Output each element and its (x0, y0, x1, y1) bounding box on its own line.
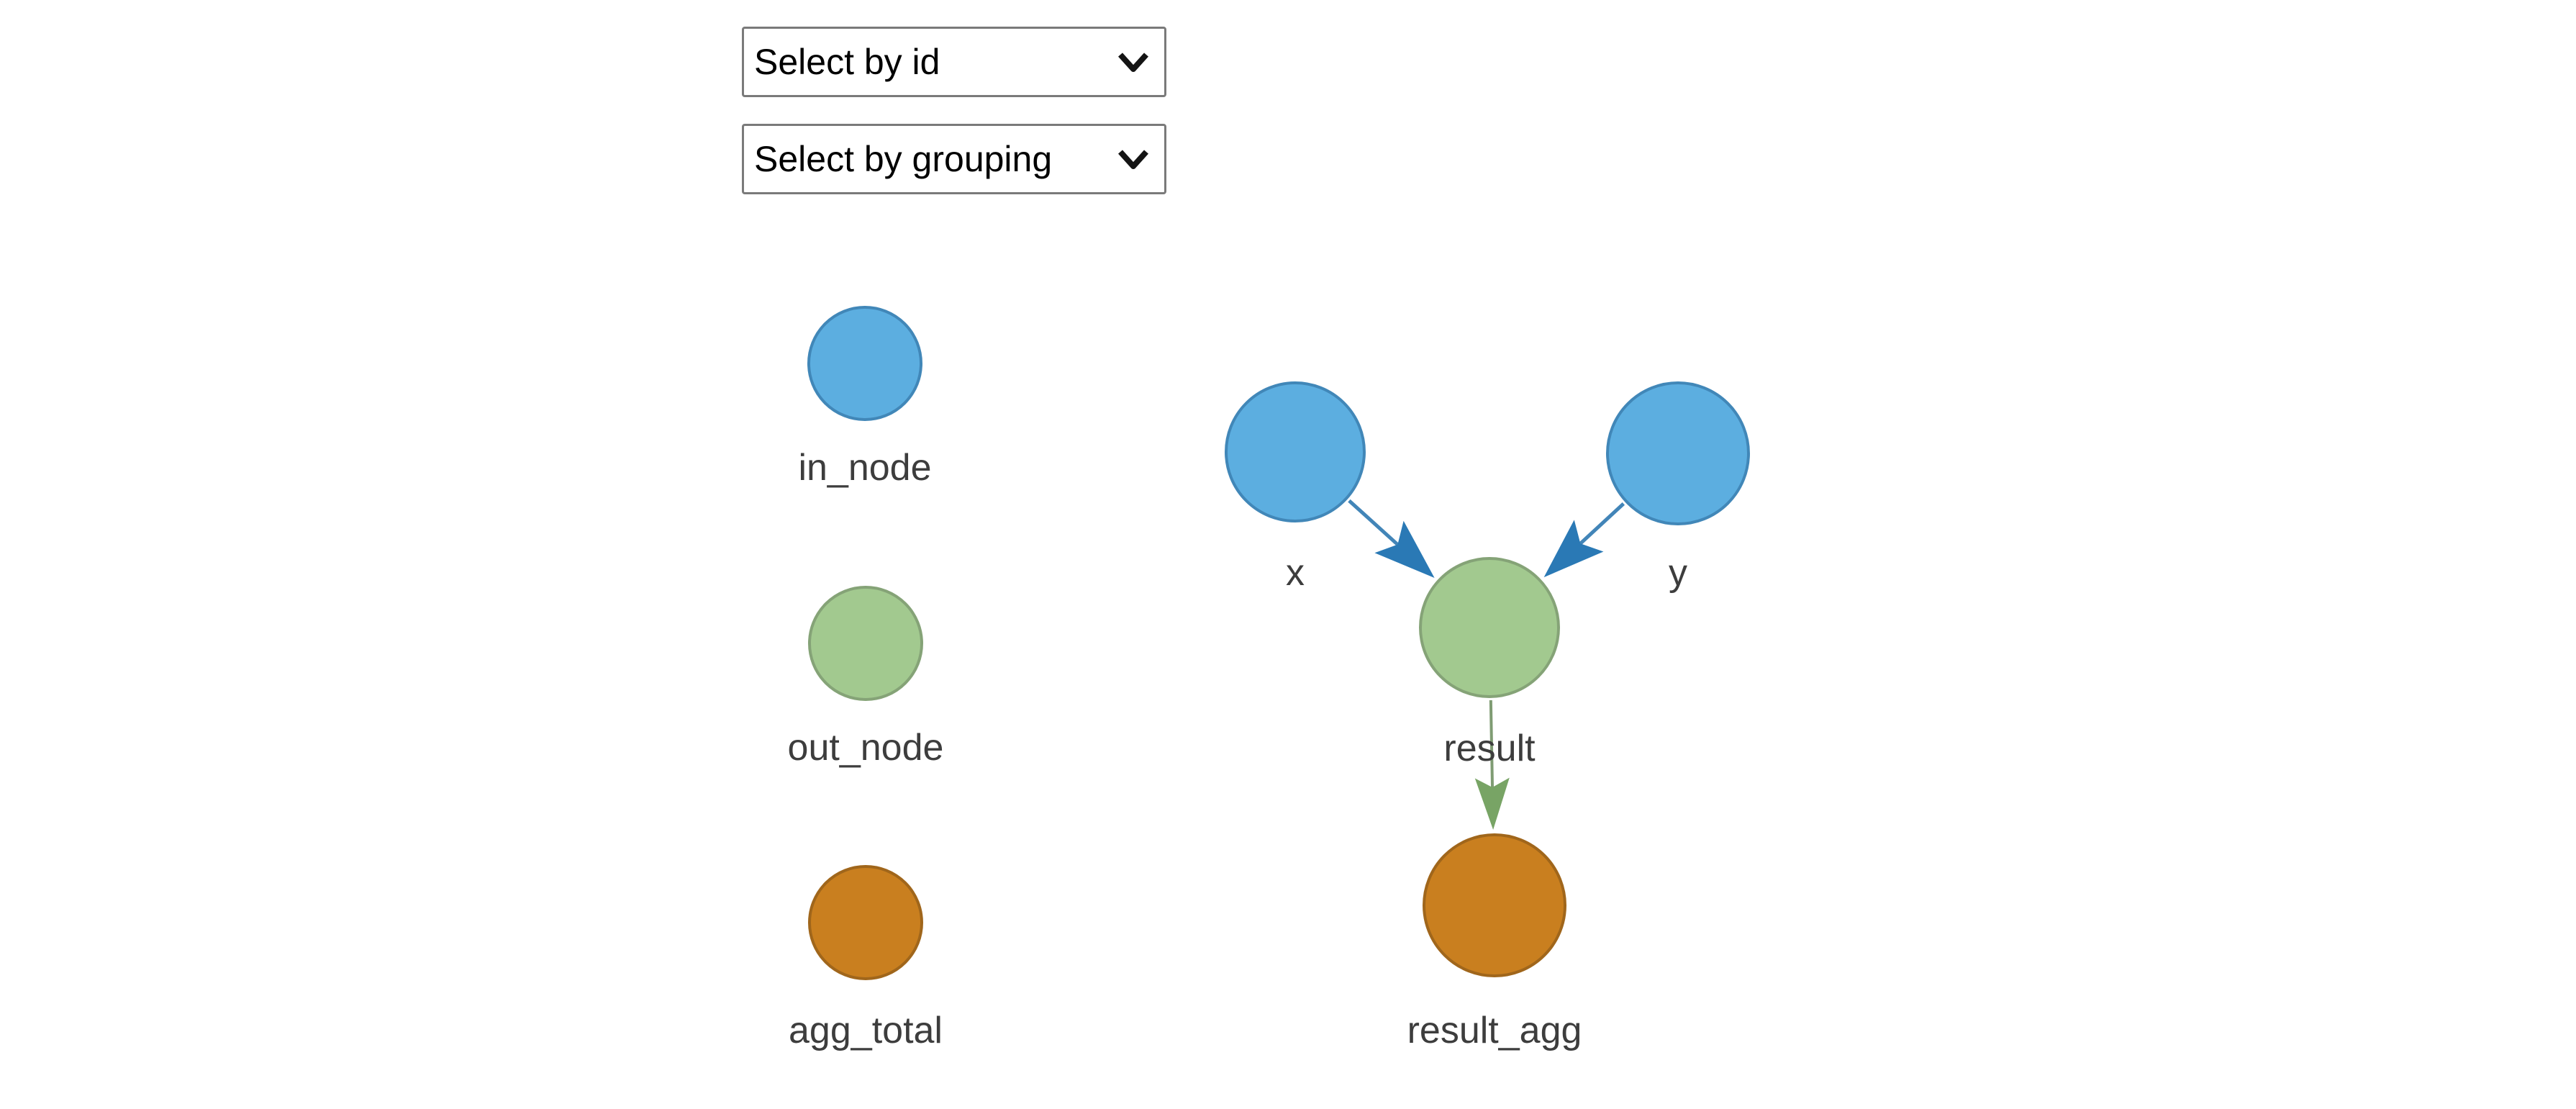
legend-label: agg_total (789, 1010, 943, 1051)
graph-node-x[interactable] (1225, 381, 1366, 522)
legend-label: out_node (787, 727, 944, 769)
graph-node-label-result_agg: result_agg (1407, 1010, 1582, 1051)
graph-node-label-x: x (1286, 552, 1305, 594)
legend-label: in_node (798, 447, 932, 489)
legend-swatch-out_node (808, 586, 923, 701)
graph-node-label-y: y (1669, 552, 1687, 594)
graph-node-label-result: result (1443, 728, 1536, 769)
select-by-grouping-wrapper: Select by grouping (742, 124, 1166, 194)
legend-swatch-in_node (807, 306, 922, 421)
graph-node-y[interactable] (1606, 381, 1750, 525)
select-by-grouping[interactable]: Select by grouping (742, 124, 1166, 194)
graph-node-result[interactable] (1419, 557, 1560, 698)
select-by-id-wrapper: Select by id (742, 27, 1166, 97)
select-by-id[interactable]: Select by id (742, 27, 1166, 97)
legend-swatch-agg_total (808, 865, 923, 980)
graph-node-result_agg[interactable] (1423, 833, 1566, 977)
